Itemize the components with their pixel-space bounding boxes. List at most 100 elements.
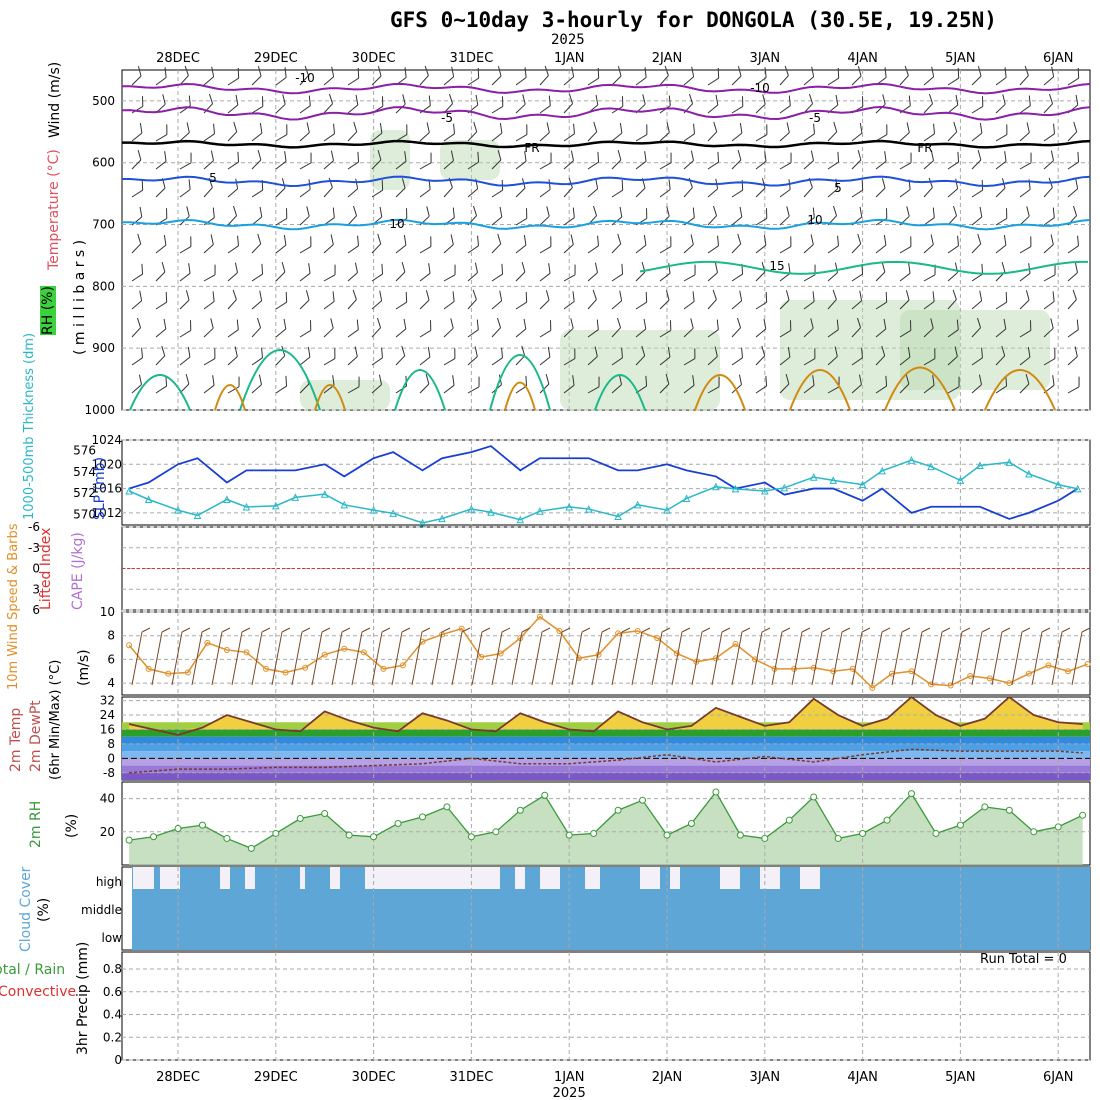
wind-barb-shaft [683, 358, 696, 366]
wind-barb [779, 65, 789, 86]
wind-barb [227, 289, 237, 310]
wind-barb-shaft [515, 134, 528, 142]
wind-barb-flag [454, 264, 456, 275]
wind-barb-flag [718, 376, 720, 387]
wind-barb-shaft [155, 271, 166, 282]
wind10-barb-flag [681, 627, 691, 633]
rh-marker [272, 829, 280, 837]
wind-barb-flag [786, 206, 790, 217]
wind-barb-flag [522, 94, 526, 105]
cloud-gap [800, 867, 820, 889]
wind10-barb-flag [1081, 627, 1091, 633]
wind10-barb-flag [161, 627, 171, 633]
wind-barb-shaft [707, 299, 717, 310]
wind-barb [275, 375, 288, 394]
wind-barb-flag [568, 177, 573, 188]
wind-barb-flag [497, 66, 502, 77]
thickness-marker [536, 507, 544, 515]
temp-color-band [122, 758, 1090, 766]
wind-barb-flag [666, 206, 670, 217]
wind-barb-shaft [299, 383, 310, 394]
date-label-top: 4JAN [847, 51, 878, 66]
wind-barb [587, 68, 600, 86]
wind-barb [467, 151, 480, 170]
wind-barb [203, 291, 215, 310]
wind-barb [779, 179, 791, 198]
wind-barb [347, 289, 357, 310]
temp-contour-20-loop [129, 374, 191, 411]
wind-barb-flag [379, 290, 383, 301]
wind-barb-shaft [875, 103, 886, 114]
wind-barb-shaft [419, 246, 432, 254]
wind10-barb [651, 631, 663, 686]
wind-barb-shaft [539, 272, 551, 282]
thickness-marker [956, 476, 965, 484]
wind-barb-shaft [323, 327, 334, 338]
wind-barb [227, 94, 239, 114]
wind10-barb-flag [581, 627, 591, 633]
wind-barb-shaft [635, 77, 647, 86]
wind-barb [467, 68, 480, 86]
wind-barb-shaft [371, 189, 383, 198]
wind-barb-flag [357, 151, 360, 163]
wind-barb-shaft [131, 105, 144, 114]
thickness-marker [663, 506, 671, 514]
wind10-barb-flag [741, 627, 751, 633]
wind-barb [707, 151, 720, 170]
wind10-barb-flag [921, 627, 931, 633]
wind-barb-shaft [947, 356, 958, 366]
wind-barb [419, 122, 430, 142]
wind-barb [899, 152, 912, 170]
wind-barb-flag [544, 65, 549, 76]
wind-barb [875, 94, 886, 114]
wind-barb-flag [377, 66, 382, 77]
wind-barb-shaft [1043, 244, 1054, 254]
wind-barb-flag [1077, 235, 1079, 246]
wind-barb-shaft [443, 133, 455, 142]
wind-barb-shaft [299, 356, 311, 366]
wind-barb [851, 374, 862, 394]
wind-barb [131, 96, 144, 114]
rh-marker [247, 844, 255, 852]
wind-barb-flag [981, 263, 984, 275]
wind-barb-shaft [923, 133, 935, 142]
wind-barb-flag [690, 234, 694, 245]
wind10-marker [986, 675, 993, 682]
wind-barb-flag [211, 66, 215, 77]
wind-barb-flag [644, 67, 647, 78]
wind-barb [419, 320, 432, 338]
wind-barb [779, 290, 790, 310]
wind-barb-flag [931, 66, 935, 77]
wind-barb-flag [330, 318, 334, 329]
wind-barb-shaft [1043, 187, 1053, 198]
wind-barb-flag [765, 208, 768, 219]
thickness-marker [927, 462, 935, 471]
wind-barb [731, 347, 743, 366]
wind-barb [923, 207, 935, 226]
rh-marker [1079, 811, 1087, 819]
run-total: Run Total = 0 [980, 952, 1067, 967]
wind-barb [155, 67, 167, 86]
wind-barb [515, 375, 528, 394]
wind-barb-shaft [179, 189, 191, 198]
wind-barb-shaft [1019, 215, 1030, 226]
wind-barb [275, 345, 286, 366]
wind-barb-flag [285, 375, 288, 387]
wind-barb-shaft [203, 384, 215, 394]
wind-barb-shaft [347, 161, 359, 170]
wind-barb-shaft [131, 273, 143, 282]
wind-barb [323, 66, 335, 86]
thickness-marker [731, 484, 740, 493]
wind10-barb-flag [481, 627, 491, 633]
wind-barb [899, 236, 912, 254]
wind10-barb-flag [1001, 627, 1011, 633]
wind-barb-shaft [467, 245, 479, 254]
wind-barb [923, 93, 934, 114]
wind-barb [347, 376, 360, 394]
wind-barb-flag [617, 150, 622, 161]
wind-barb-shaft [275, 271, 286, 282]
contour-label: -5 [441, 111, 453, 125]
wind-barb-flag [641, 345, 646, 356]
wind-barb-shaft [563, 327, 574, 338]
